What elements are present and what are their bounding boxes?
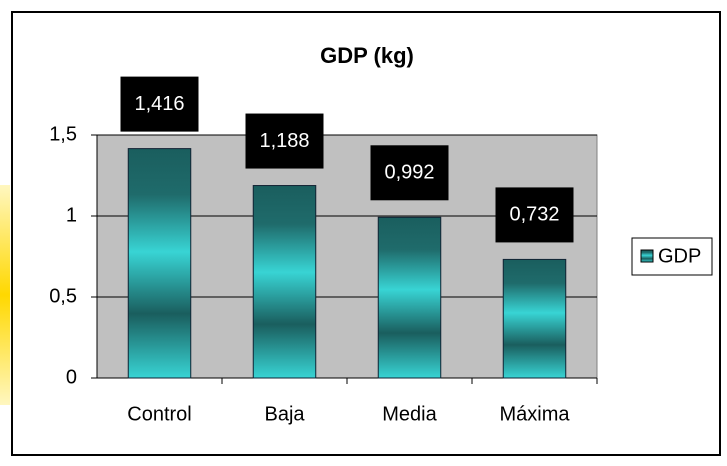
y-tick-label: 0,5	[49, 285, 77, 307]
bar	[502, 258, 567, 379]
bar	[377, 216, 442, 379]
bar	[127, 148, 192, 379]
data-label: 0,992	[384, 162, 434, 184]
data-label-box	[495, 187, 574, 243]
y-tick-label: 1	[66, 204, 77, 226]
data-label: 0,732	[509, 204, 559, 226]
data-label-box	[120, 76, 199, 132]
y-tick-label: 1,5	[49, 123, 77, 145]
x-tick-label: Media	[382, 403, 437, 425]
side-strip	[0, 185, 10, 405]
data-label: 1,188	[259, 130, 309, 152]
x-tick-label: Control	[127, 403, 191, 425]
data-label: 1,416	[134, 93, 184, 115]
bar	[252, 185, 317, 379]
x-tick-label: Baja	[264, 403, 305, 425]
data-label-box	[370, 145, 449, 201]
legend-swatch	[640, 249, 654, 263]
legend-label: GDP	[658, 245, 701, 267]
chart-title: GDP (kg)	[320, 43, 414, 68]
data-label-box	[245, 113, 324, 169]
y-tick-label: 0	[66, 366, 77, 388]
x-tick-label: Máxima	[499, 403, 570, 425]
